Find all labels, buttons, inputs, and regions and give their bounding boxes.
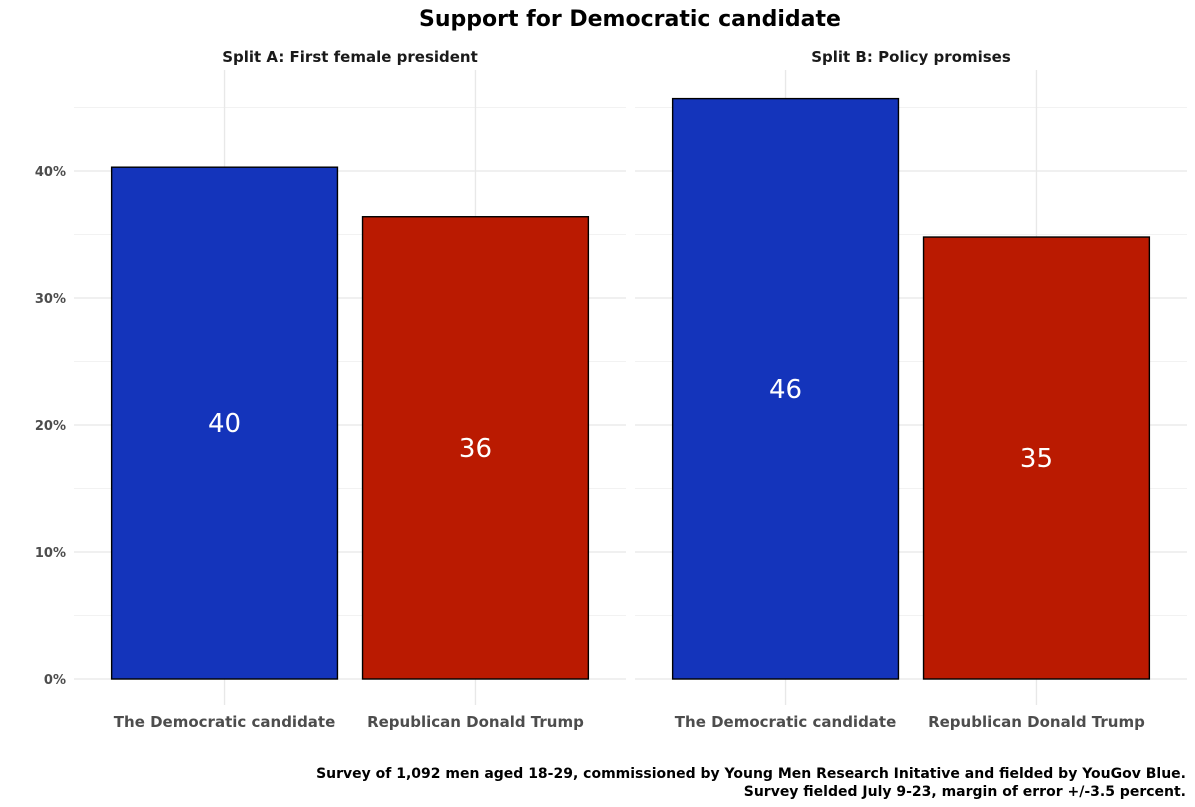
bars-layer (110, 97, 1151, 680)
caption-line-1: Survey of 1,092 men aged 18-29, commissi… (316, 766, 1186, 782)
bar (361, 216, 590, 680)
x-tick-label: Republican Donald Trump (367, 713, 584, 731)
y-tick-label: 30% (35, 292, 66, 307)
x-tick-label: The Democratic candidate (675, 713, 896, 731)
y-axis: 0% 10% 20% 30% 40% (35, 165, 66, 688)
caption-line-2: Survey fielded July 9-23, margin of erro… (744, 784, 1186, 800)
bar-value-label: 40 (208, 409, 241, 439)
x-tick-label: Republican Donald Trump (928, 713, 1145, 731)
bar (922, 236, 1151, 680)
bar (671, 97, 900, 680)
y-tick-label: 0% (44, 673, 66, 688)
y-tick-label: 40% (35, 165, 66, 180)
bar-value-label: 46 (769, 375, 802, 405)
labels-layer: Split A: First female president 40 The Dem… (114, 48, 1145, 731)
chart-title: Support for Democratic candidate (419, 7, 841, 32)
facet-title: Split B: Policy promises (811, 48, 1011, 66)
bar-value-label: 36 (459, 434, 492, 464)
y-tick-label: 20% (35, 419, 66, 434)
y-tick-label: 10% (35, 546, 66, 561)
bar (110, 166, 339, 680)
x-tick-label: The Democratic candidate (114, 713, 335, 731)
bar-value-label: 35 (1020, 444, 1053, 474)
facet-title: Split A: First female president (222, 48, 478, 66)
